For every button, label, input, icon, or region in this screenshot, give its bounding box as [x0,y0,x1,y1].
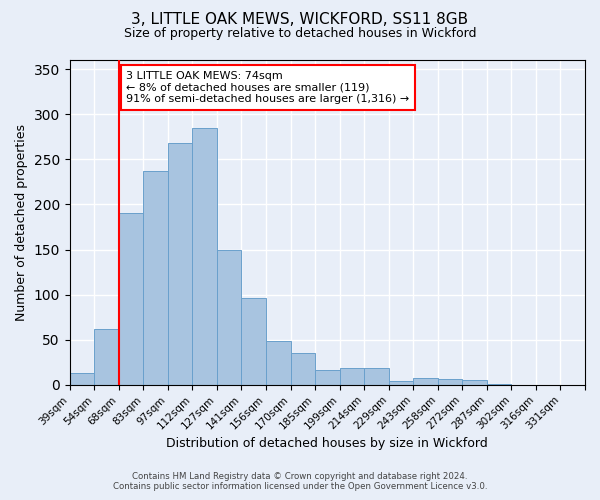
Bar [217,250,241,385]
Bar [340,368,364,385]
Text: Size of property relative to detached houses in Wickford: Size of property relative to detached ho… [124,28,476,40]
Bar [389,382,413,385]
Bar [364,368,389,385]
Bar [168,143,193,385]
Text: 3, LITTLE OAK MEWS, WICKFORD, SS11 8GB: 3, LITTLE OAK MEWS, WICKFORD, SS11 8GB [131,12,469,28]
Bar [290,354,315,385]
X-axis label: Distribution of detached houses by size in Wickford: Distribution of detached houses by size … [166,437,488,450]
Bar [143,171,168,385]
Bar [487,384,511,385]
Bar [266,340,290,385]
Y-axis label: Number of detached properties: Number of detached properties [15,124,28,321]
Bar [94,329,119,385]
Bar [193,128,217,385]
Bar [70,373,94,385]
Bar [413,378,438,385]
Text: Contains HM Land Registry data © Crown copyright and database right 2024.
Contai: Contains HM Land Registry data © Crown c… [113,472,487,491]
Bar [241,298,266,385]
Bar [438,380,462,385]
Bar [462,380,487,385]
Text: 3 LITTLE OAK MEWS: 74sqm
← 8% of detached houses are smaller (119)
91% of semi-d: 3 LITTLE OAK MEWS: 74sqm ← 8% of detache… [126,71,409,104]
Bar [119,212,143,385]
Bar [315,370,340,385]
